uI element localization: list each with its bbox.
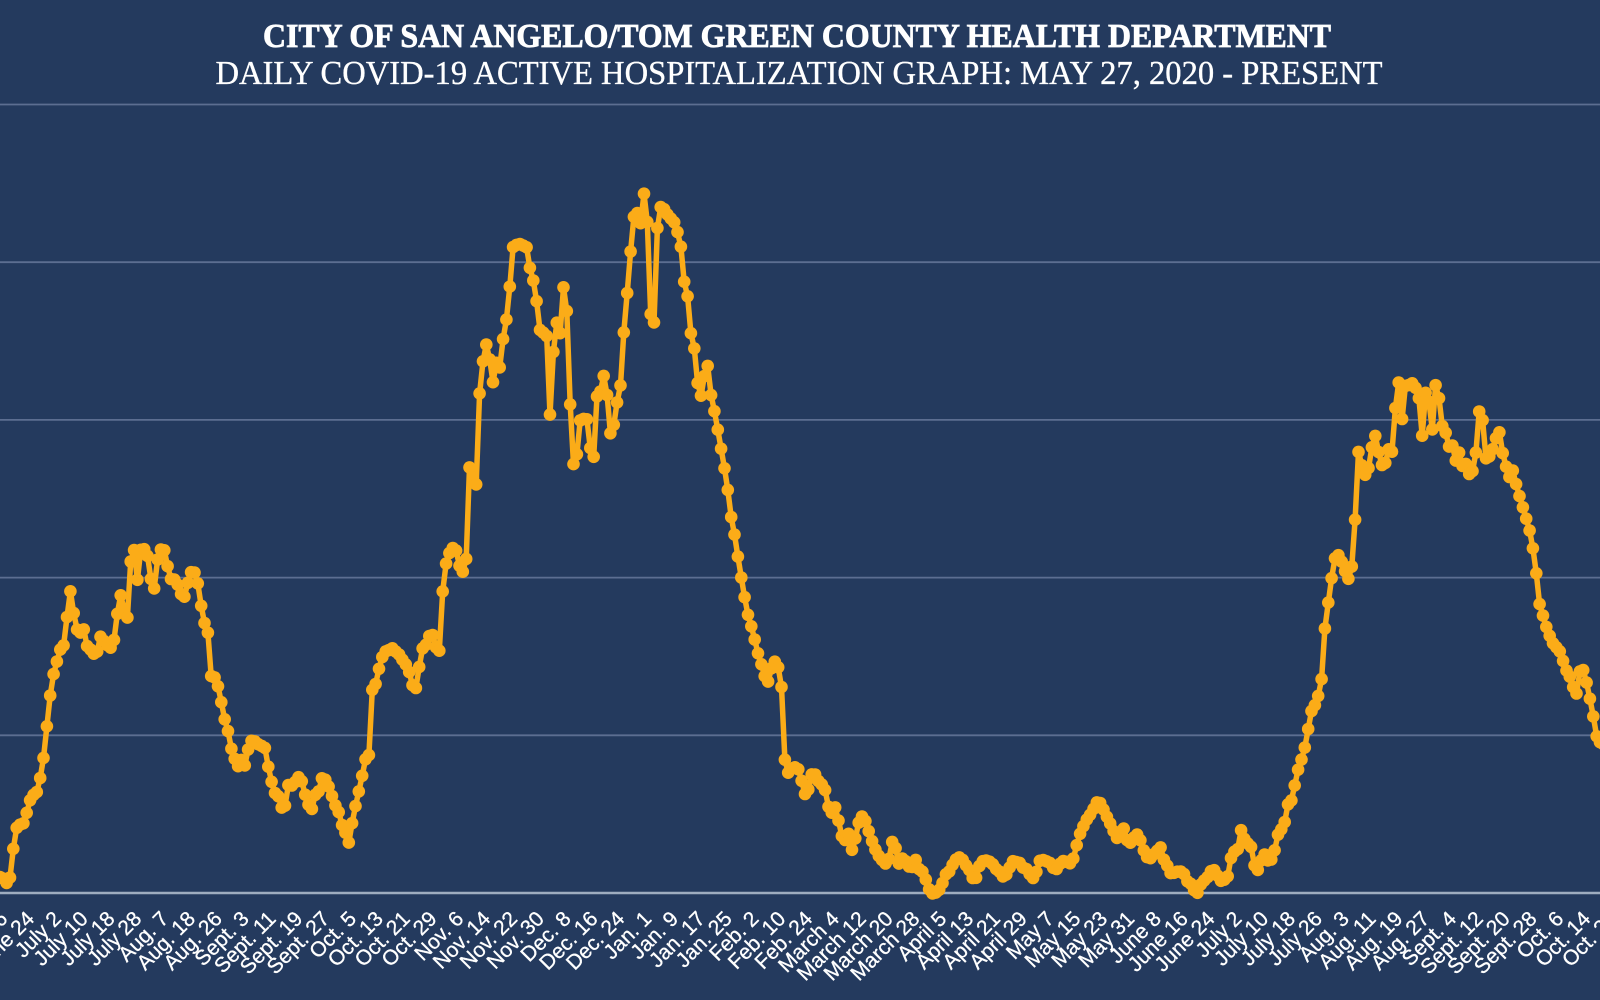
svg-text:CITY OF SAN ANGELO/TOM GREEN C: CITY OF SAN ANGELO/TOM GREEN COUNTY HEAL… [263, 18, 1331, 55]
svg-text:DAILY COVID-19 ACTIVE HOSPITAL: DAILY COVID-19 ACTIVE HOSPITALIZATION GR… [216, 55, 1383, 92]
